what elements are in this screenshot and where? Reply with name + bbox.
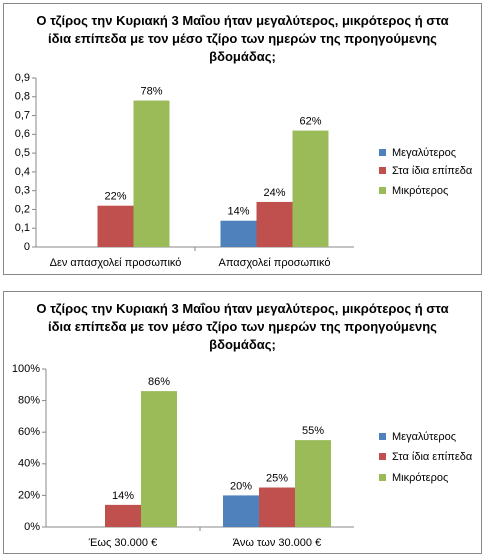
y-tick-label: 0,2 [15, 203, 30, 215]
y-tick-label: 0,3 [15, 185, 30, 197]
data-label: 86% [148, 376, 170, 388]
bar [133, 100, 170, 248]
data-label: 20% [230, 480, 252, 492]
chart-box: 0% 20% 40% 60% 80% 100% Έως 30.000 € 14% 86% Άνω … [3, 291, 482, 554]
bar [292, 130, 329, 247]
bar [256, 201, 293, 247]
chart: 0% 20% 40% 60% 80% 100% Έως 30.000 € 14% 86% Άνω … [12, 363, 473, 549]
y-tick-label: 0,5 [15, 147, 30, 159]
bar [220, 220, 257, 247]
legend-label: Μικρότερος [392, 472, 448, 484]
legend-swatch [379, 149, 386, 156]
legend-label: Μεγαλύτερος [392, 431, 456, 443]
legend-label: Στα ίδια επίπεδα [392, 451, 473, 463]
data-label: 55% [302, 425, 324, 437]
data-label: 25% [266, 472, 288, 484]
y-tick-label: 80% [18, 395, 40, 407]
data-label: 14% [112, 490, 134, 502]
legend-label: Στα ίδια επίπεδα [392, 165, 473, 177]
bar [295, 440, 331, 527]
legend-swatch [379, 187, 386, 194]
y-tick-label: 100% [12, 363, 40, 375]
legend-swatch [379, 453, 386, 460]
y-tick-label: 0% [24, 521, 40, 533]
legend-label: Μικρότερος [392, 185, 448, 197]
data-label: 22% [104, 191, 126, 203]
bar [141, 391, 177, 527]
y-tick-label: 20% [18, 489, 40, 501]
x-tick-label: Απασχολεί προσωπικό [219, 257, 331, 269]
chart-title: Ο τζίρος την Κυριακή 3 Μαΐου ήταν μεγαλύ… [36, 301, 449, 352]
y-tick-label: 0 [24, 241, 30, 253]
chart-title: Ο τζίρος την Κυριακή 3 Μαΐου ήταν μεγαλύ… [36, 13, 449, 64]
data-label: 24% [263, 187, 285, 199]
chart: 0 0,1 0,2 0,3 0,4 0,5 0,6 0,7 0,8 0,9 Δεν απασχολε… [15, 72, 473, 269]
data-label: 78% [140, 85, 162, 97]
y-tick-label: 0,7 [15, 109, 30, 121]
y-tick-label: 0,9 [15, 72, 30, 84]
x-tick-label: Δεν απασχολεί προσωπικό [50, 257, 182, 269]
bar [97, 205, 134, 247]
bar [105, 504, 141, 527]
legend-swatch [379, 433, 386, 440]
data-label: 62% [299, 115, 321, 127]
legend-swatch [379, 167, 386, 174]
y-tick-label: 0,8 [15, 91, 30, 103]
x-tick-label: Έως 30.000 € [88, 537, 157, 549]
bar [259, 487, 295, 527]
x-tick-label: Άνω των 30.000 € [233, 537, 321, 549]
chart-box: 0 0,1 0,2 0,3 0,4 0,5 0,6 0,7 0,8 0,9 Δεν απασχολε… [3, 3, 482, 275]
legend-swatch [379, 474, 386, 481]
y-tick-label: 0,4 [15, 166, 30, 178]
bar [223, 495, 259, 527]
y-tick-label: 40% [18, 458, 40, 470]
y-tick-label: 60% [18, 426, 40, 438]
y-tick-label: 0,1 [15, 222, 30, 234]
y-tick-label: 0,6 [15, 128, 30, 140]
legend-label: Μεγαλύτερος [392, 147, 456, 159]
data-label: 14% [227, 206, 249, 218]
